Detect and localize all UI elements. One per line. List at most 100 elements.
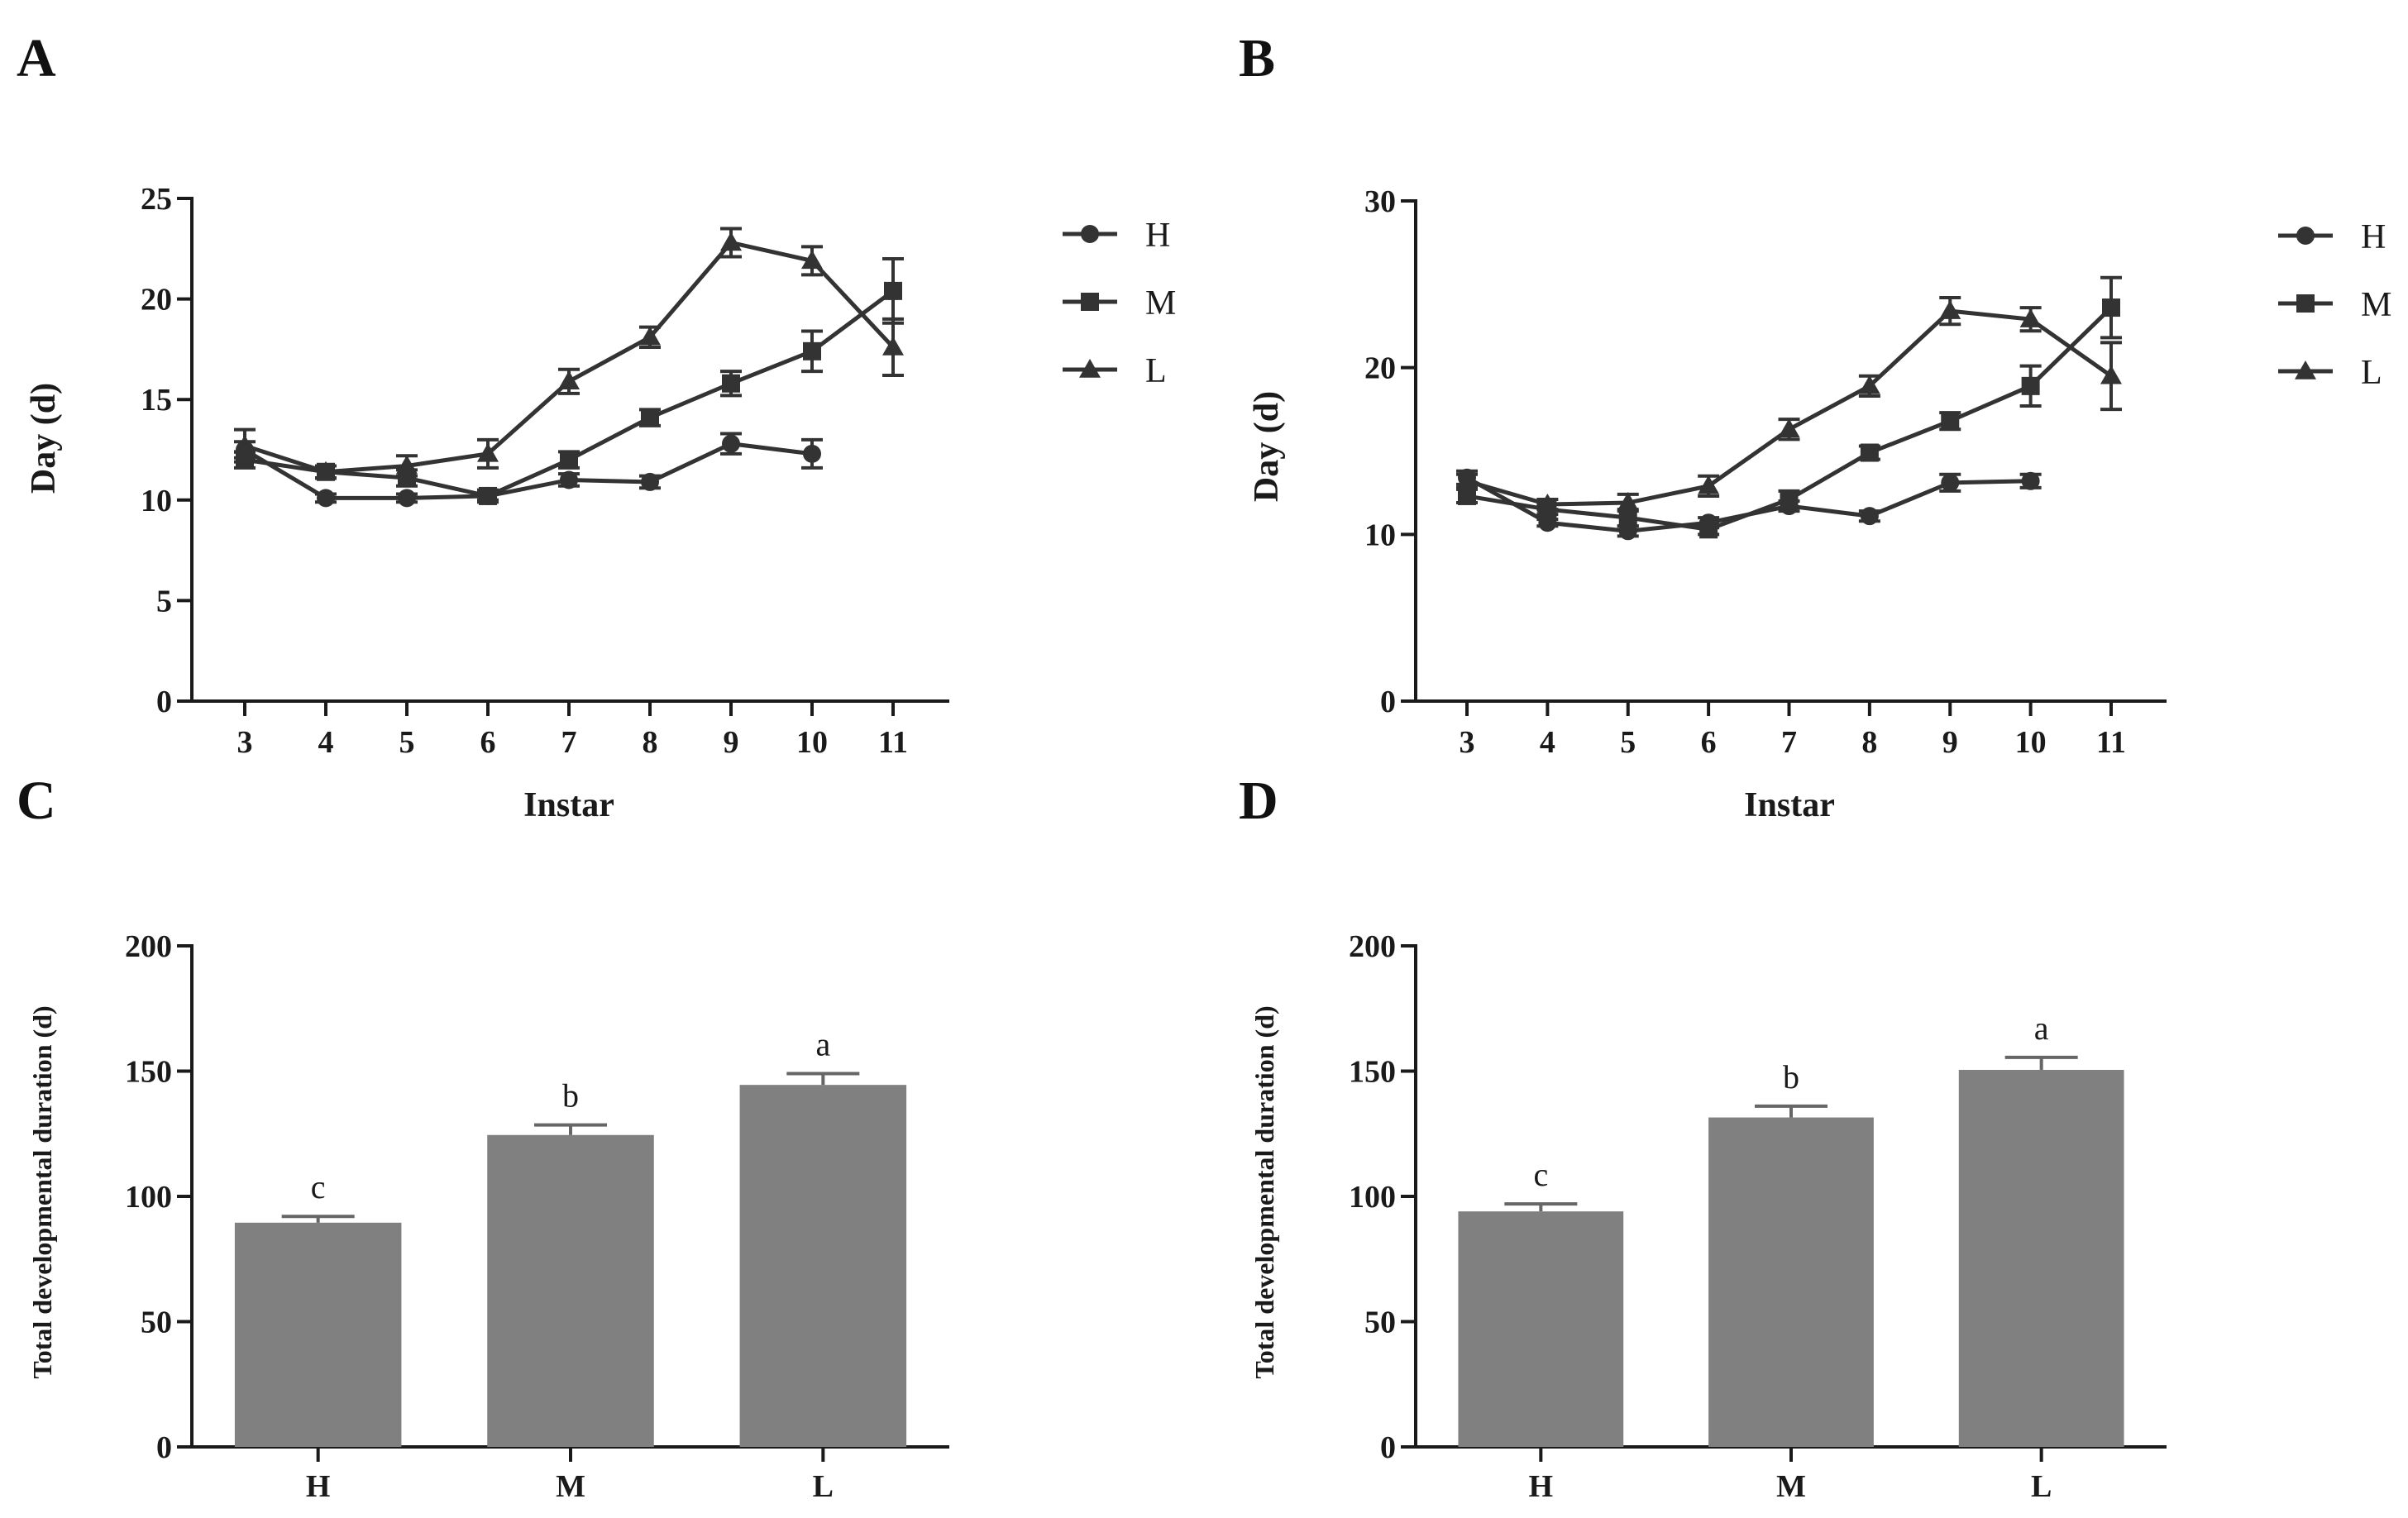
chart-c-y-tick-label: 150 (125, 1055, 172, 1090)
chart-b-point (1778, 418, 1800, 438)
chart-a-point (560, 470, 578, 489)
chart-a-point (477, 442, 499, 462)
chart-a-point (803, 341, 821, 360)
chart-a-point (560, 451, 578, 470)
chart-b-point (2019, 308, 2042, 327)
chart-b-point (1617, 492, 1639, 511)
chart-a-x-tick-label: 5 (399, 725, 415, 760)
chart-b-legend-item-m: M (2278, 286, 2391, 324)
chart-a-y-tick-label: 10 (141, 484, 172, 518)
chart-d-y-tick-label: 0 (1380, 1430, 1396, 1465)
chart-c-significance-label: b (562, 1077, 579, 1115)
chart-a-point (639, 326, 661, 346)
chart-d-bar-m (1708, 1117, 1874, 1447)
chart-c: 0 50 100 150 200 H M L c b a Total developmental … (27, 929, 949, 1504)
chart-a-y-tick-label: 15 (141, 383, 172, 418)
chart-d-y-tick-label: 150 (1349, 1055, 1396, 1090)
chart-b-y-tick-label: 10 (1364, 518, 1396, 552)
chart-b-series-l (1456, 295, 2122, 513)
chart-d-significance-label: b (1783, 1058, 1799, 1096)
chart-d-bar-l (1958, 1069, 2124, 1447)
chart-d-bars: c b a (1458, 1010, 2124, 1447)
chart-b-legend-marker (2296, 227, 2315, 245)
chart-a-x-tick-label: 7 (561, 725, 577, 760)
chart-b-y-tick-label: 30 (1364, 184, 1396, 219)
chart-d-y-axis-title: Total developmental duration (d) (1249, 1005, 1279, 1378)
chart-b-point (1456, 470, 1478, 489)
chart-a-series-l (234, 227, 904, 480)
chart-d: 0 50 100 150 200 H M L c b a Total developmental … (1249, 929, 2167, 1504)
chart-a-y-tick-label: 25 (141, 182, 172, 217)
chart-a-legend-marker (1079, 359, 1101, 378)
chart-a-x-tick-label: 6 (480, 725, 496, 760)
chart-b-x-tick-label: 3 (1460, 725, 1475, 760)
chart-a-point (803, 444, 821, 463)
chart-a-legend-marker (1081, 293, 1099, 311)
chart-b-legend-item-h: H (2278, 218, 2386, 256)
chart-b-legend-marker (2296, 294, 2315, 313)
chart-b-y-axis-title: Day (d) (1248, 391, 1286, 502)
chart-c-y-axis-title: Total developmental duration (d) (27, 1005, 57, 1378)
chart-a-point (641, 408, 659, 427)
chart-a-point (801, 250, 823, 270)
chart-a-point (234, 435, 256, 454)
chart-b-x-tick-label: 10 (2015, 725, 2047, 760)
chart-b-x-tick-label: 4 (1540, 725, 1555, 760)
chart-d-y-tick-label: 200 (1349, 929, 1396, 964)
chart-a-point (722, 374, 740, 393)
chart-a-point (882, 336, 904, 356)
chart-d-y-tick-label: 100 (1349, 1180, 1396, 1215)
chart-b-x-tick-label: 5 (1620, 725, 1636, 760)
chart-b-legend-label: M (2361, 286, 2391, 324)
chart-b-point (1860, 443, 1879, 462)
chart-c-bars: c b a (234, 1026, 907, 1447)
chart-b-axes (1414, 199, 2167, 703)
chart-c-y-tick-label: 200 (125, 929, 172, 964)
chart-d-ticks: 0 50 100 150 200 H M L (1349, 929, 2052, 1504)
panel-letter-a: A (17, 28, 56, 88)
chart-c-y-tick-label: 50 (141, 1306, 172, 1340)
chart-b-legend: HML (2278, 218, 2391, 392)
panel-letter-b: B (1239, 28, 1275, 88)
chart-a-series (234, 227, 904, 508)
chart-a-series-m (234, 256, 904, 505)
chart-a-x-tick-label: 9 (724, 725, 739, 760)
chart-d-y-tick-label: 50 (1364, 1306, 1396, 1340)
chart-a-point (884, 281, 902, 300)
chart-c-significance-label: a (815, 1026, 830, 1063)
chart-d-significance-label: c (1533, 1156, 1548, 1193)
chart-b-y-tick-label: 0 (1380, 685, 1396, 719)
chart-c-significance-label: c (311, 1168, 326, 1205)
chart-b-legend-marker (2295, 360, 2316, 380)
chart-b-point (2021, 471, 2040, 490)
chart-b-x-axis-title: Instar (1744, 786, 1835, 824)
chart-a-point (558, 370, 580, 390)
chart-a-point (396, 455, 418, 475)
chart-c-x-tick-label: M (556, 1469, 585, 1504)
chart-a-legend-item-h: H (1063, 217, 1170, 255)
chart-c-x-tick-label: H (306, 1469, 331, 1504)
chart-a-legend-label: M (1145, 284, 1176, 322)
chart-b-x-tick-label: 9 (1942, 725, 1958, 760)
chart-c-y-tick-label: 0 (156, 1430, 172, 1465)
chart-a-point (398, 489, 416, 508)
chart-a-ticks: 0 5 10 15 20 25 3 4 5 6 7 8 9 10 11 (141, 182, 908, 760)
panel-letter-c: C (17, 771, 56, 831)
chart-b-legend-label: L (2361, 354, 2382, 392)
chart-b-point (2021, 376, 2040, 395)
chart-a-point (479, 486, 497, 505)
chart-d-x-tick-label: L (2031, 1469, 2052, 1504)
chart-c-y-tick-label: 100 (125, 1180, 172, 1215)
chart-b-point (1618, 508, 1637, 527)
chart-a-series-line (243, 442, 813, 500)
chart-a-axes (190, 197, 949, 703)
chart-b-x-tick-label: 7 (1781, 725, 1797, 760)
chart-a-x-tick-label: 8 (643, 725, 658, 760)
chart-c-bar-h (234, 1222, 402, 1447)
chart-b-x-tick-label: 8 (1861, 725, 1877, 760)
chart-a-y-tick-label: 5 (156, 584, 172, 618)
chart-a-point (315, 461, 337, 480)
chart-b-point (1536, 494, 1559, 513)
chart-a-legend-label: L (1145, 352, 1167, 390)
chart-a-legend-item-l: L (1063, 352, 1167, 390)
